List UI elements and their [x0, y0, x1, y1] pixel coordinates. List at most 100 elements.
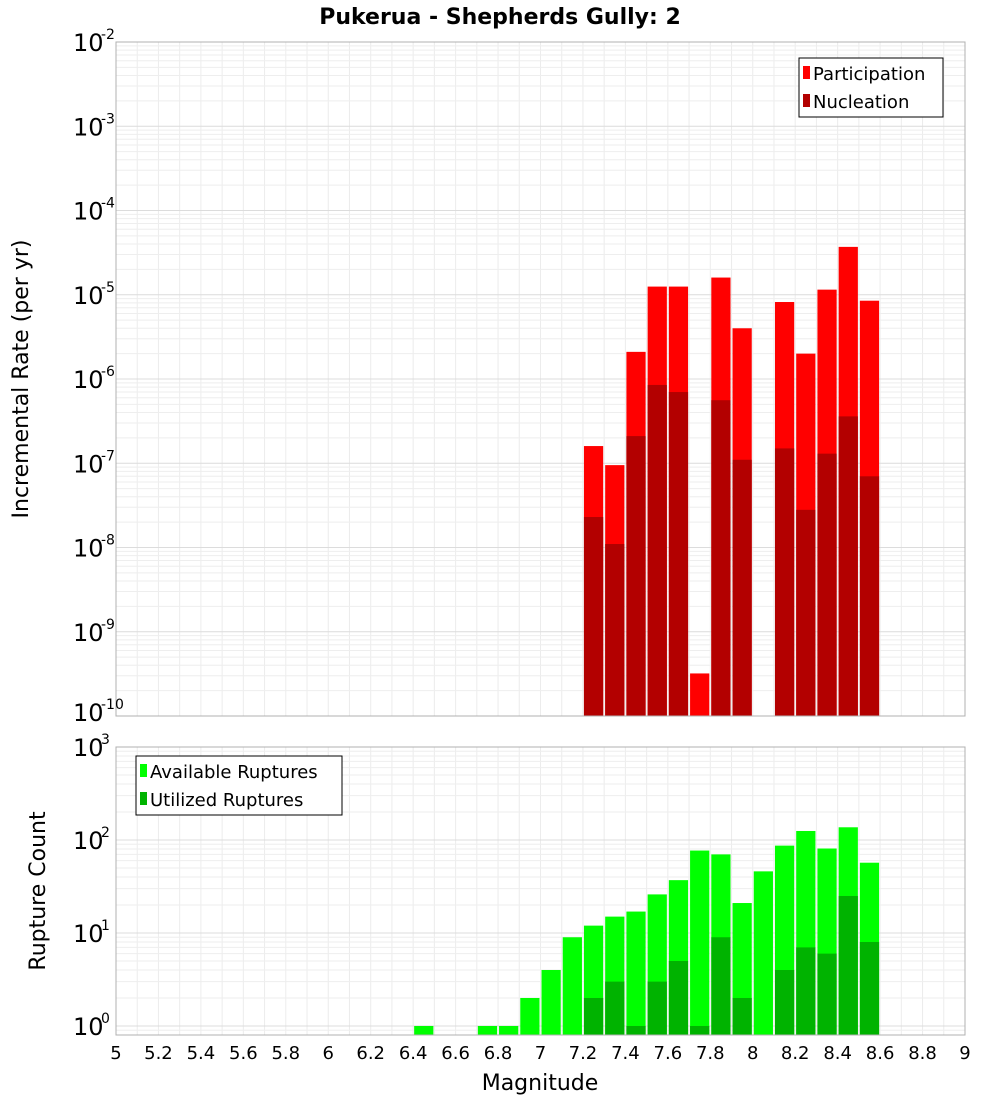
- bar-utilized-ruptures: [838, 895, 858, 1035]
- bar-utilized-ruptures: [647, 981, 667, 1035]
- bar-utilized-ruptures: [605, 981, 625, 1035]
- x-tick-label: 6.6: [441, 1043, 470, 1064]
- legend-swatch: [140, 792, 147, 805]
- svg-text:-5: -5: [101, 280, 115, 296]
- bar-utilized-ruptures: [732, 997, 752, 1035]
- x-tick-label: 8: [747, 1043, 758, 1064]
- legend-box: [798, 57, 944, 118]
- chart-title: Pukerua - Shepherds Gully: 2: [319, 5, 681, 30]
- y-tick-label: 10-9: [73, 617, 115, 647]
- rate-y-axis-label: Incremental Rate (per yr): [9, 240, 34, 519]
- y-tick-label: 10-2: [73, 27, 115, 57]
- bar-available-ruptures: [414, 1025, 434, 1035]
- x-tick-label: 7.6: [654, 1043, 683, 1064]
- count-legend: Available Ruptures Utilized Ruptures: [135, 755, 343, 816]
- bar-nucleation: [838, 416, 858, 716]
- svg-text:-9: -9: [101, 617, 115, 633]
- bar-available-ruptures: [520, 997, 540, 1035]
- legend-swatch: [140, 764, 147, 777]
- svg-text:-8: -8: [101, 533, 115, 549]
- x-axis-label: Magnitude: [482, 1071, 599, 1096]
- x-tick-label: 5.8: [271, 1043, 300, 1064]
- y-tick-label: 100: [73, 1011, 110, 1041]
- bar-nucleation: [626, 436, 646, 716]
- bar-nucleation: [859, 476, 880, 716]
- x-tick-label: 5.6: [229, 1043, 258, 1064]
- svg-text:10: 10: [73, 366, 104, 394]
- bar-utilized-ruptures: [626, 1025, 646, 1035]
- svg-text:-7: -7: [101, 448, 115, 464]
- bar-utilized-ruptures: [859, 942, 880, 1035]
- bar-available-ruptures: [562, 937, 582, 1035]
- bar-nucleation: [774, 448, 795, 716]
- svg-text:-10: -10: [101, 697, 124, 713]
- svg-text:10: 10: [73, 535, 104, 563]
- bar-available-ruptures: [477, 1025, 498, 1035]
- x-tick-label: 7.4: [611, 1043, 640, 1064]
- count-bars: [414, 827, 880, 1035]
- x-tick-label: 5.4: [187, 1043, 216, 1064]
- bar-nucleation: [583, 517, 604, 716]
- bar-available-ruptures: [541, 969, 561, 1035]
- bar-utilized-ruptures: [711, 937, 731, 1035]
- bar-nucleation: [668, 392, 689, 716]
- svg-text:2: 2: [101, 825, 110, 841]
- legend-box: [135, 755, 343, 816]
- x-tick-label: 8.2: [781, 1043, 810, 1064]
- bar-nucleation: [605, 544, 625, 716]
- y-tick-label: 10-4: [73, 196, 115, 226]
- svg-text:10: 10: [73, 827, 104, 855]
- bar-utilized-ruptures: [668, 960, 689, 1035]
- y-tick-label: 10-5: [73, 280, 115, 310]
- svg-text:10: 10: [73, 113, 104, 141]
- svg-text:-6: -6: [101, 364, 115, 380]
- svg-text:10: 10: [73, 450, 104, 478]
- x-tick-label: 8.6: [866, 1043, 895, 1064]
- svg-text:10: 10: [73, 920, 104, 948]
- bar-utilized-ruptures: [774, 969, 795, 1035]
- svg-text:10: 10: [73, 29, 104, 57]
- x-tick-label: 7.8: [696, 1043, 725, 1064]
- svg-text:10: 10: [73, 1013, 104, 1041]
- bar-utilized-ruptures: [583, 997, 604, 1035]
- rate-legend: Participation Nucleation: [798, 57, 944, 118]
- x-tick-label: 5.2: [144, 1043, 173, 1064]
- bar-available-ruptures: [499, 1025, 519, 1035]
- x-tick-label: 7: [535, 1043, 546, 1064]
- y-tick-label: 10-3: [73, 111, 115, 141]
- y-tick-label: 10-10: [73, 697, 124, 727]
- x-tick-label: 9: [959, 1043, 970, 1064]
- x-tick-label: 8.4: [823, 1043, 852, 1064]
- bar-nucleation: [796, 509, 816, 716]
- rate-bars: [583, 246, 880, 716]
- bar-nucleation: [647, 384, 667, 716]
- bar-nucleation: [732, 459, 752, 716]
- svg-text:0: 0: [101, 1011, 110, 1027]
- x-tick-label: 5: [110, 1043, 121, 1064]
- svg-text:10: 10: [73, 282, 104, 310]
- svg-text:-4: -4: [101, 196, 115, 212]
- svg-text:1: 1: [101, 918, 110, 934]
- svg-text:10: 10: [73, 734, 104, 762]
- legend-swatch: [803, 94, 810, 107]
- x-tick-label: 6.4: [399, 1043, 428, 1064]
- y-tick-label: 10-6: [73, 364, 115, 394]
- bar-utilized-ruptures: [796, 947, 816, 1035]
- bar-nucleation: [817, 453, 837, 716]
- y-tick-label: 102: [73, 825, 110, 855]
- svg-text:3: 3: [101, 732, 110, 748]
- bar-available-ruptures: [753, 871, 773, 1035]
- x-tick-label: 6.2: [356, 1043, 385, 1064]
- y-tick-label: 103: [73, 732, 110, 762]
- legend-label: Utilized Ruptures: [150, 790, 303, 811]
- x-tick-labels: 5 5.2 5.4 5.6 5.8 6 6.2 6.4 6.6 6.8 7 7.2 7.4 7.6 7.8 8…: [110, 1043, 970, 1064]
- bar-available-ruptures: [690, 850, 710, 1035]
- x-tick-label: 6.8: [484, 1043, 513, 1064]
- svg-text:10: 10: [73, 699, 104, 727]
- y-tick-label: 101: [73, 918, 110, 948]
